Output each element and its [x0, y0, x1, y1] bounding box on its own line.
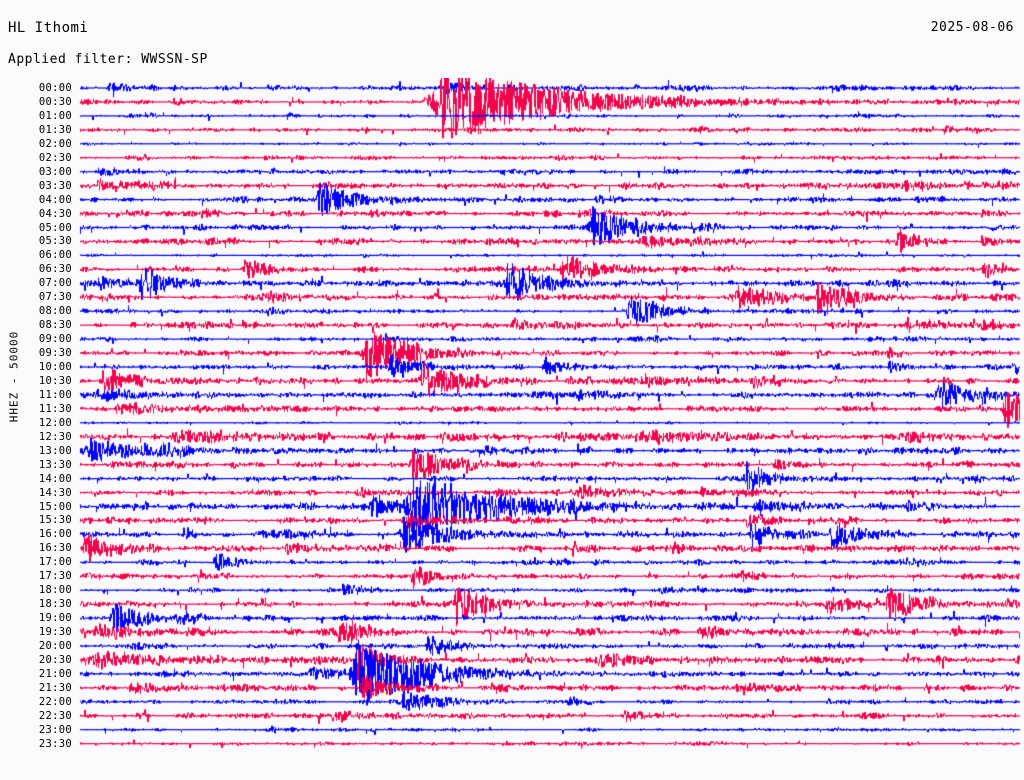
record-date: 2025-08-06 [930, 20, 1014, 35]
seismogram-plot: 00:0000:3001:0001:3002:0002:3003:0003:30… [0, 78, 1024, 768]
applied-filter-label: Applied filter: WWSSN-SP [8, 52, 208, 67]
station-title: HL Ithomi [8, 20, 89, 36]
waveform-canvas [0, 78, 1024, 768]
